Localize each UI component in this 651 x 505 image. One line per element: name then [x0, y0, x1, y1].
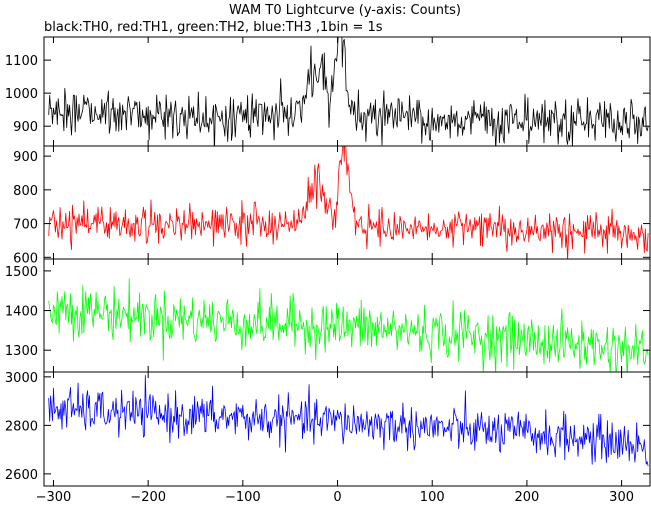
- x-tick-label: −100: [225, 490, 261, 505]
- chart-title: WAM T0 Lightcurve (y-axis: Counts): [229, 3, 461, 18]
- panels-group: 9001000110060070080090013001400150026002…: [5, 36, 651, 487]
- x-tick-label: 300: [609, 490, 634, 505]
- y-tick-label-th0: 900: [13, 120, 38, 135]
- chart-subtitle: black:TH0, red:TH1, green:TH2, blue:TH3 …: [44, 20, 383, 35]
- x-tick-label: −300: [36, 490, 72, 505]
- y-tick-label-th2: 1300: [5, 344, 38, 359]
- series-line-th1: [48, 146, 649, 259]
- y-tick-label-th1: 600: [13, 251, 38, 266]
- x-tick-label: 100: [420, 490, 445, 505]
- y-tick-label-th0: 1100: [5, 54, 38, 69]
- panel-frame-th3: [43, 371, 651, 487]
- y-tick-label-th3: 3000: [5, 371, 38, 386]
- panel-th2: 1300 1400 1500: [5, 258, 651, 373]
- panel-th3: 2600 2800 3000: [5, 371, 651, 487]
- y-tick-label-th2: 1500: [5, 265, 38, 280]
- x-tick-label: 200: [514, 490, 539, 505]
- y-tick-label-th1: 700: [13, 218, 38, 233]
- y-tick-label-th2: 1400: [5, 305, 38, 320]
- series-line-th2: [48, 278, 649, 372]
- series-line-th3: [48, 375, 649, 467]
- y-tick-label-th3: 2800: [5, 419, 38, 434]
- series-line-th0: [48, 37, 649, 146]
- y-tick-label-th0: 1000: [5, 87, 38, 102]
- panel-frame-th1: [43, 145, 651, 260]
- x-tick-label: −200: [130, 490, 166, 505]
- y-tick-label-th1: 800: [13, 184, 38, 199]
- y-tick-label-th3: 2600: [5, 468, 38, 483]
- y-tick-label-th1: 900: [13, 150, 38, 165]
- panel-th1: 600 700 800 900: [13, 145, 651, 266]
- x-axis: −300 −200 −100 0 100 200 300: [36, 37, 634, 505]
- x-tick-label: 0: [333, 490, 341, 505]
